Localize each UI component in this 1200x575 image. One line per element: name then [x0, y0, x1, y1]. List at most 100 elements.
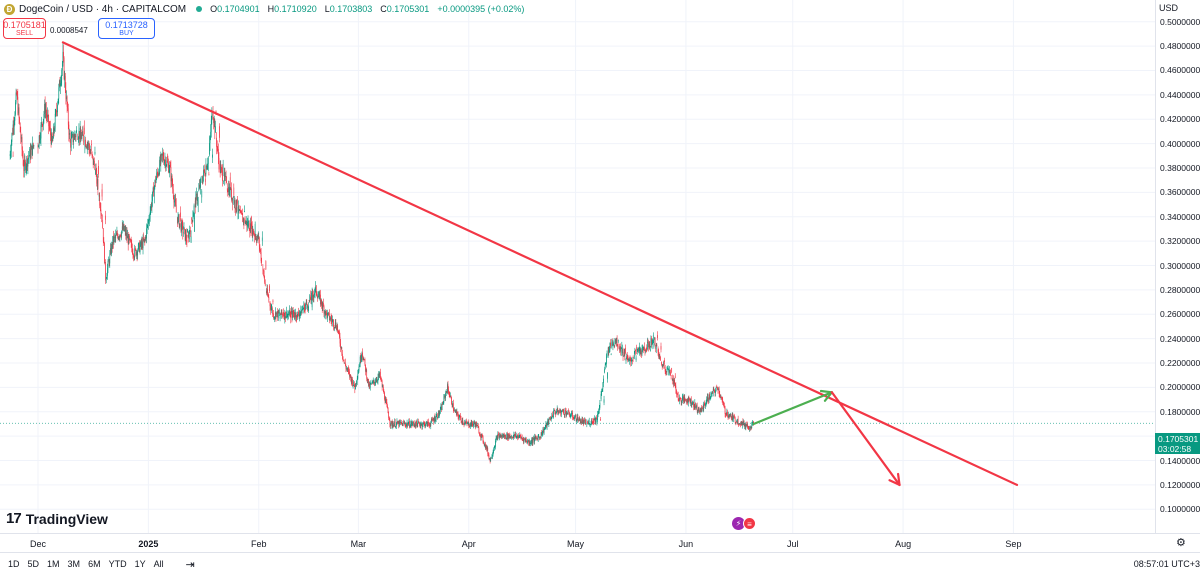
symbol-title[interactable]: DogeCoin / USD · 4h · CAPITALCOM	[19, 3, 187, 15]
candle-body	[213, 118, 214, 123]
candle-body	[262, 269, 264, 271]
candle-body	[426, 421, 428, 427]
candle-body	[148, 220, 149, 225]
candle-body	[71, 135, 73, 138]
time-tick-label: Aug	[895, 539, 912, 549]
price-tick-label: 0.4200000	[1160, 114, 1200, 125]
candle-body	[280, 314, 282, 316]
candle-body	[544, 426, 546, 428]
tradingview-wordmark: TradingView	[25, 510, 108, 527]
candle-body	[44, 103, 45, 115]
candle-body	[248, 223, 250, 231]
event-markers[interactable]: ⚡ ≡	[732, 517, 756, 530]
candle-body	[707, 397, 709, 402]
candle-body	[117, 236, 119, 240]
candle-body	[274, 316, 276, 318]
candle-body	[395, 426, 397, 428]
candle-body	[700, 408, 702, 410]
candle-body	[213, 119, 215, 123]
candle-body	[566, 413, 568, 416]
candle-body	[438, 411, 439, 418]
candle-body	[575, 415, 576, 418]
candle-body	[51, 133, 53, 142]
candle-body	[374, 381, 375, 384]
candle-body	[178, 215, 180, 228]
candle-body	[560, 411, 562, 415]
range-all[interactable]: All	[153, 559, 164, 569]
sell-button[interactable]: 0.1705181 SELL	[3, 18, 46, 39]
range-5d[interactable]: 5D	[27, 559, 40, 569]
candle-body	[604, 368, 605, 373]
candle-body	[324, 311, 326, 315]
range-1y[interactable]: 1Y	[134, 559, 146, 569]
range-6m[interactable]: 6M	[88, 559, 101, 569]
candle-body	[641, 353, 642, 355]
candle-body	[241, 211, 242, 214]
range-1d[interactable]: 1D	[8, 559, 20, 569]
candle-body	[383, 391, 385, 393]
range-1m[interactable]: 1M	[47, 559, 60, 569]
chart-settings-icon[interactable]: ⚙	[1176, 537, 1186, 549]
candle-body	[385, 400, 387, 403]
candle-body	[646, 346, 648, 348]
candle-body	[649, 344, 651, 347]
candle-body	[594, 417, 595, 421]
candle-body	[544, 427, 546, 429]
candle-body	[123, 224, 124, 230]
candle-body	[203, 169, 204, 177]
candle-body	[498, 434, 500, 438]
candle-body	[402, 422, 404, 426]
clock[interactable]: 08:57:01 UTC+3	[1133, 559, 1200, 569]
candle-body	[59, 80, 60, 88]
candle-body	[436, 414, 438, 418]
time-axis[interactable]	[0, 533, 1200, 552]
ohlc-low: L0.1703803	[324, 4, 373, 14]
candle-body	[9, 154, 11, 156]
candle-body	[747, 427, 749, 429]
tradingview-logo[interactable]: 17 TradingView	[6, 510, 108, 527]
candle-body	[562, 409, 563, 411]
candle-body	[598, 410, 600, 414]
range-ytd[interactable]: YTD	[108, 559, 127, 569]
candle-body	[520, 436, 522, 438]
candle-body	[627, 357, 629, 360]
bottom-toolbar: 1D 5D 1M 3M 6M YTD 1Y All ⇥	[0, 552, 1200, 575]
candle-body	[23, 165, 25, 172]
us-flag-event-icon[interactable]: ≡	[743, 517, 756, 530]
candle-body	[105, 262, 106, 281]
candle-body	[74, 134, 76, 137]
price-chart[interactable]	[0, 0, 1155, 533]
candle-body	[654, 337, 656, 346]
time-tick-label: 2025	[138, 539, 159, 549]
candle-body	[253, 234, 255, 235]
candle-body	[416, 423, 418, 427]
candle-body	[341, 347, 343, 354]
candle-body	[439, 412, 441, 415]
candle-body	[246, 220, 248, 227]
candle-body	[663, 364, 665, 369]
candle-body	[743, 421, 744, 425]
candle-body	[361, 352, 363, 358]
chart-area[interactable]	[0, 0, 1155, 533]
goto-date-icon[interactable]: ⇥	[185, 558, 195, 571]
candle-body	[506, 433, 508, 439]
range-3m[interactable]: 3M	[67, 559, 81, 569]
buy-button[interactable]: 0.1713728 BUY	[98, 18, 155, 39]
candle-body	[498, 434, 499, 435]
dividend-event-icon[interactable]: ⚡	[732, 517, 745, 530]
candle-body	[159, 159, 160, 175]
price-tick-label: 0.1200000	[1160, 479, 1200, 490]
candle-body	[445, 392, 446, 398]
candle-body	[741, 421, 743, 426]
candle-body	[382, 386, 384, 388]
candle-body	[306, 302, 308, 305]
candle-body	[114, 236, 116, 238]
candle-body	[639, 346, 640, 352]
candle-body	[621, 346, 623, 348]
candle-body	[368, 378, 369, 386]
currency-label[interactable]: USD	[1159, 3, 1179, 13]
candle-body	[505, 438, 507, 439]
candle-body	[529, 441, 531, 444]
candle-body	[311, 292, 312, 301]
candle-body	[436, 414, 438, 417]
